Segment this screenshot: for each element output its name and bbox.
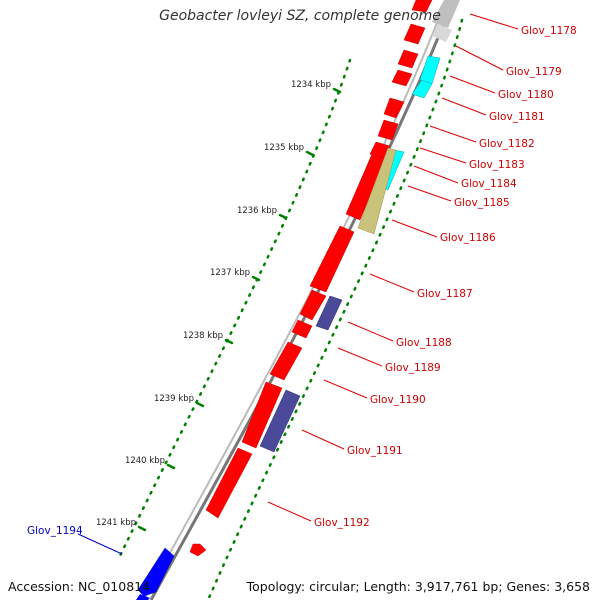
leader-line [391,219,438,238]
tick-label: 1237 kbp [210,268,250,278]
gene-arrow [241,381,283,449]
leader-line [323,379,368,399]
gc-track-outer [116,58,352,562]
leader-lines [267,13,519,522]
leader-line-reverse [77,533,123,555]
tick-mark [278,213,288,220]
leader-line [413,165,459,184]
gene-arrow [377,119,399,141]
leader-line [419,147,467,164]
gene-arrow-reverse [137,547,175,597]
gene-label: Glov_1191 [347,445,403,457]
tick-label: 1236 kbp [237,206,277,216]
gene-arrow-reverse [136,594,150,600]
gene-labels: Glov_1178 Glov_1179 Glov_1180 Glov_1181 … [27,25,577,537]
tick-mark [305,150,315,157]
gene-label: Glov_1181 [489,111,545,123]
tick-mark [137,525,147,532]
gene-label: Glov_1188 [396,337,452,349]
feature-purple-1 [315,295,343,331]
gene-arrow [397,49,419,69]
tick-label: 1239 kbp [154,394,194,404]
gene-arrow [403,23,426,45]
feature-grey-2 [432,24,452,42]
gene-label: Glov_1194 [27,525,83,537]
tick-mark [166,463,176,470]
gene-arrow [391,69,413,87]
gc-track-inner [206,18,464,600]
leader-line [369,273,415,293]
gene-label: Glov_1189 [385,362,441,374]
gene-arrow [345,153,387,221]
scale-ticks [137,87,342,532]
feature-purple-2 [259,389,301,453]
tick-label: 1235 kbp [264,143,304,153]
tick-mark [251,275,261,282]
gene-arrow [383,97,405,119]
leader-line [441,97,487,116]
feature-khaki [357,147,397,235]
leader-line [429,125,477,143]
gene-label: Glov_1186 [440,232,496,244]
leader-line [337,347,383,367]
gene-arrow [269,341,303,381]
backbone-inner [143,0,447,600]
gene-label: Glov_1190 [370,394,426,406]
tick-mark [224,338,234,345]
leader-line [407,185,452,202]
gene-label: Glov_1178 [521,25,577,37]
forward-strand-genes [189,0,433,557]
feature-cyan-2 [411,79,433,99]
tick-mark [195,401,205,408]
accession-label: Accession: NC_010814 [8,579,151,594]
leader-line [449,75,496,94]
tick-mark [332,87,342,94]
leader-line [347,321,394,342]
gene-label: Glov_1184 [461,178,517,190]
gene-label: Glov_1180 [498,89,554,101]
genome-summary: Topology: circular; Length: 3,917,761 bp… [246,579,590,594]
scale-labels: 1234 kbp 1235 kbp 1236 kbp 1237 kbp 1238… [96,80,331,528]
tick-label: 1241 kbp [96,518,136,528]
genome-title: Geobacter lovleyi SZ, complete genome [159,8,441,24]
gene-arrow [205,447,253,519]
feature-grey-1 [432,0,460,28]
leader-line [267,501,312,522]
gene-label: Glov_1182 [479,138,535,150]
gene-arrow [291,319,313,339]
gene-arrow [299,289,327,321]
gene-arrow [189,543,207,557]
gene-label: Glov_1183 [469,159,525,171]
tick-label: 1234 kbp [291,80,331,90]
gene-label: Glov_1192 [314,517,370,529]
gene-label: Glov_1179 [506,66,562,78]
gene-label: Glov_1187 [417,288,473,300]
tick-label: 1238 kbp [183,331,223,341]
gene-arrow [309,225,355,293]
gene-label: Glov_1185 [454,197,510,209]
tick-label: 1240 kbp [125,456,165,466]
leader-line [469,13,519,30]
leader-line [455,45,504,71]
gene-arrow [411,0,433,13]
leader-line [301,429,345,450]
